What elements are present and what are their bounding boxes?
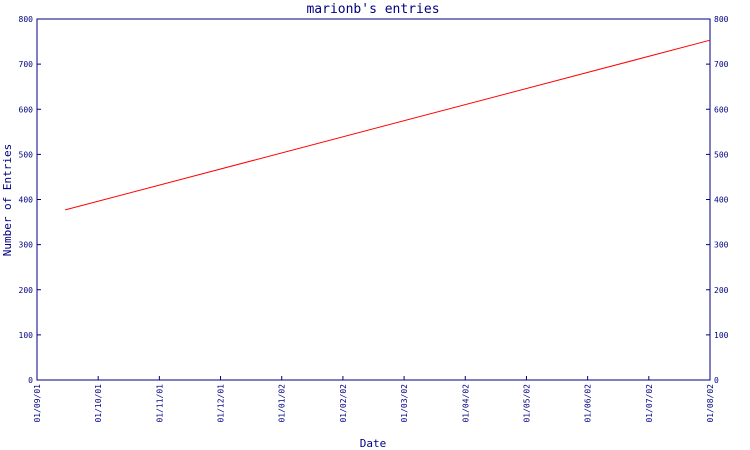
y-tick-label-left: 700 [19,60,34,69]
y-axis-right: 0 100 200 300 400 500 600 700 800 [706,15,729,385]
x-axis: 01/09/01 01/10/01 01/11/01 01/12/01 01/01/02… [33,376,715,423]
y-tick-label-right: 600 [714,105,729,114]
y-tick-label-right: 300 [714,241,729,250]
x-axis-label: Date [360,437,387,450]
y-tick-label-left: 100 [19,331,34,340]
x-tick-label: 01/12/01 [217,384,226,423]
x-tick-label: 01/11/01 [155,384,164,423]
y-tick-label-right: 100 [714,331,729,340]
y-tick-label-right: 0 [714,376,719,385]
y-tick-label-right: 200 [714,286,729,295]
x-tick-label: 01/01/02 [278,384,287,423]
y-tick-label-right: 800 [714,15,729,24]
y-tick-label-left: 300 [19,241,34,250]
x-tick-label: 01/05/02 [522,384,531,423]
plot-area [36,18,711,381]
series-group [65,39,711,211]
chart-title: marionb's entries [306,2,439,17]
y-tick-label-left: 0 [28,376,33,385]
x-tick-label: 01/04/02 [461,384,470,423]
y-axis-label: Number of Entries [1,144,14,257]
y-tick-label-right: 500 [714,150,729,159]
y-tick-label-left: 600 [19,105,34,114]
x-tick-label: 01/02/02 [339,384,348,423]
x-tick-label: 01/09/01 [33,384,42,423]
y-tick-label-right: 700 [714,60,729,69]
x-tick-label: 01/08/02 [706,384,715,423]
y-tick-label-left: 400 [19,196,34,205]
x-tick-label: 01/03/02 [400,384,409,423]
y-tick-label-left: 200 [19,286,34,295]
y-axis-left: 0 100 200 300 400 500 600 700 800 [19,15,41,385]
y-tick-label-left: 800 [19,15,34,24]
x-tick-label: 01/07/02 [645,384,654,423]
x-tick-label: 01/06/02 [584,384,593,423]
x-tick-label: 01/10/01 [94,384,103,423]
y-tick-label-left: 500 [19,150,34,159]
series-line [65,39,711,211]
y-tick-label-right: 400 [714,196,729,205]
